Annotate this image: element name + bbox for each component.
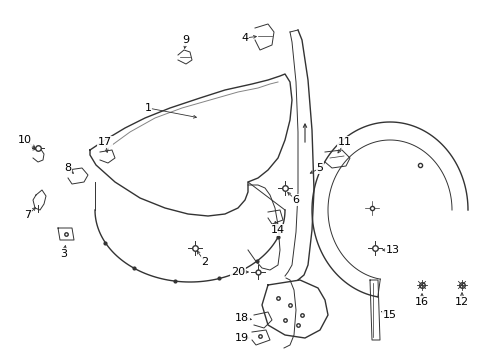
Text: 9: 9 <box>182 35 190 45</box>
Text: 5: 5 <box>317 163 323 173</box>
Text: 3: 3 <box>60 249 68 259</box>
Text: 10: 10 <box>18 135 32 145</box>
Text: 15: 15 <box>383 310 397 320</box>
Text: 20: 20 <box>231 267 245 277</box>
Text: 18: 18 <box>235 313 249 323</box>
Text: 19: 19 <box>235 333 249 343</box>
Text: 4: 4 <box>242 33 248 43</box>
Text: 2: 2 <box>201 257 209 267</box>
Text: 1: 1 <box>145 103 151 113</box>
Text: 7: 7 <box>24 210 31 220</box>
Text: 11: 11 <box>338 137 352 147</box>
Text: 6: 6 <box>293 195 299 205</box>
Text: 12: 12 <box>455 297 469 307</box>
Text: 8: 8 <box>65 163 72 173</box>
Text: 17: 17 <box>98 137 112 147</box>
Text: 16: 16 <box>415 297 429 307</box>
Text: 13: 13 <box>386 245 400 255</box>
Text: 14: 14 <box>271 225 285 235</box>
